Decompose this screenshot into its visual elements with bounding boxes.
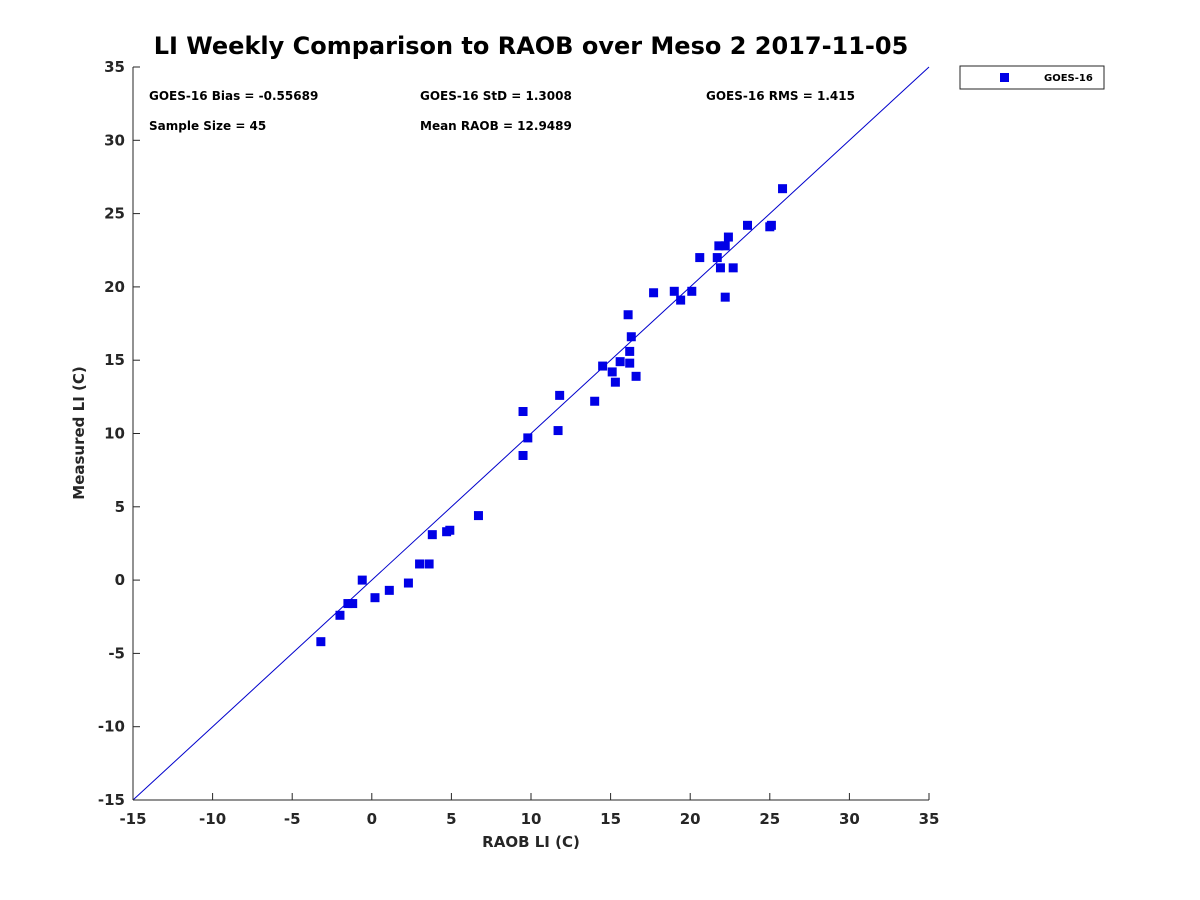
data-point (424, 559, 434, 569)
data-point (316, 637, 326, 647)
y-tick-label: -5 (108, 644, 125, 662)
x-tick-label: -15 (119, 810, 146, 828)
data-point (403, 578, 413, 588)
data-point (720, 241, 730, 251)
data-point (728, 263, 738, 273)
x-tick-label: -5 (284, 810, 301, 828)
data-point (343, 599, 353, 609)
data-point (778, 184, 788, 194)
data-point (723, 232, 733, 242)
y-tick-label: -10 (98, 718, 125, 736)
x-tick-label: 15 (600, 810, 621, 828)
x-tick-label: 0 (367, 810, 377, 828)
stats-annotations: GOES-16 Bias = -0.55689 GOES-16 StD = 1.… (149, 89, 855, 133)
data-point (607, 367, 617, 377)
data-point (714, 241, 724, 251)
legend-label-goes16: GOES-16 (1044, 73, 1093, 84)
data-point (357, 575, 367, 585)
y-tick-label: 35 (104, 58, 125, 76)
y-tick-label: 10 (104, 425, 125, 443)
data-point (518, 407, 528, 417)
data-point (415, 559, 425, 569)
series-goes16-points (316, 184, 788, 647)
y-tick-label: 30 (104, 131, 125, 149)
data-point (625, 358, 635, 368)
x-tick-label: -10 (199, 810, 226, 828)
annotation-mean-raob: Mean RAOB = 12.9489 (420, 119, 572, 133)
data-point (427, 530, 437, 540)
data-point (598, 361, 608, 371)
data-point (712, 253, 722, 263)
data-point (555, 390, 565, 400)
data-point (445, 525, 455, 535)
y-tick-label: 5 (115, 498, 125, 516)
data-point (370, 593, 380, 603)
data-point (553, 426, 563, 436)
x-tick-label: 25 (759, 810, 780, 828)
data-point (766, 220, 776, 230)
x-axis-label: RAOB LI (C) (482, 833, 580, 851)
data-point (715, 263, 725, 273)
x-axis-ticks: -15 -10 -5 0 5 10 15 20 25 30 35 (119, 793, 939, 828)
data-point (695, 253, 705, 263)
x-tick-label: 30 (839, 810, 860, 828)
plot-area: -15 -10 -5 0 5 10 15 20 25 30 35 -15 -10 -5 0 5 10 15 20 2… (98, 58, 940, 828)
data-point (743, 220, 753, 230)
data-point (518, 450, 528, 460)
y-tick-label: -15 (98, 791, 125, 809)
data-point (473, 511, 483, 521)
data-point (625, 346, 635, 356)
legend-box (959, 65, 1105, 90)
data-point (384, 585, 394, 595)
data-point (523, 433, 533, 443)
y-tick-label: 20 (104, 278, 125, 296)
data-point (626, 332, 636, 342)
y-tick-label: 25 (104, 205, 125, 223)
x-tick-label: 10 (521, 810, 542, 828)
y-axis-ticks: -15 -10 -5 0 5 10 15 20 25 30 35 (98, 58, 140, 809)
data-point (610, 377, 620, 387)
y-tick-label: 0 (115, 571, 125, 589)
data-point (615, 357, 625, 367)
data-point (631, 371, 641, 381)
data-point (720, 292, 730, 302)
data-point (669, 286, 679, 296)
legend-marker-square (1000, 73, 1009, 82)
data-point (590, 396, 600, 406)
data-point (676, 295, 686, 305)
y-tick-label: 15 (104, 351, 125, 369)
data-point (687, 286, 697, 296)
x-tick-label: 35 (919, 810, 940, 828)
x-tick-label: 20 (680, 810, 701, 828)
y-axis-label: Measured LI (C) (70, 366, 88, 499)
data-point (623, 310, 633, 320)
annotation-std: GOES-16 StD = 1.3008 (420, 89, 572, 103)
annotation-rms: GOES-16 RMS = 1.415 (706, 89, 855, 103)
annotation-sample-size: Sample Size = 45 (149, 119, 266, 133)
legend: GOES-16 (959, 65, 1105, 90)
annotation-bias: GOES-16 Bias = -0.55689 (149, 89, 318, 103)
data-point (348, 599, 358, 609)
chart-title: LI Weekly Comparison to RAOB over Meso 2… (154, 32, 909, 60)
data-point (335, 610, 345, 620)
data-point (649, 288, 659, 298)
x-tick-label: 5 (446, 810, 456, 828)
